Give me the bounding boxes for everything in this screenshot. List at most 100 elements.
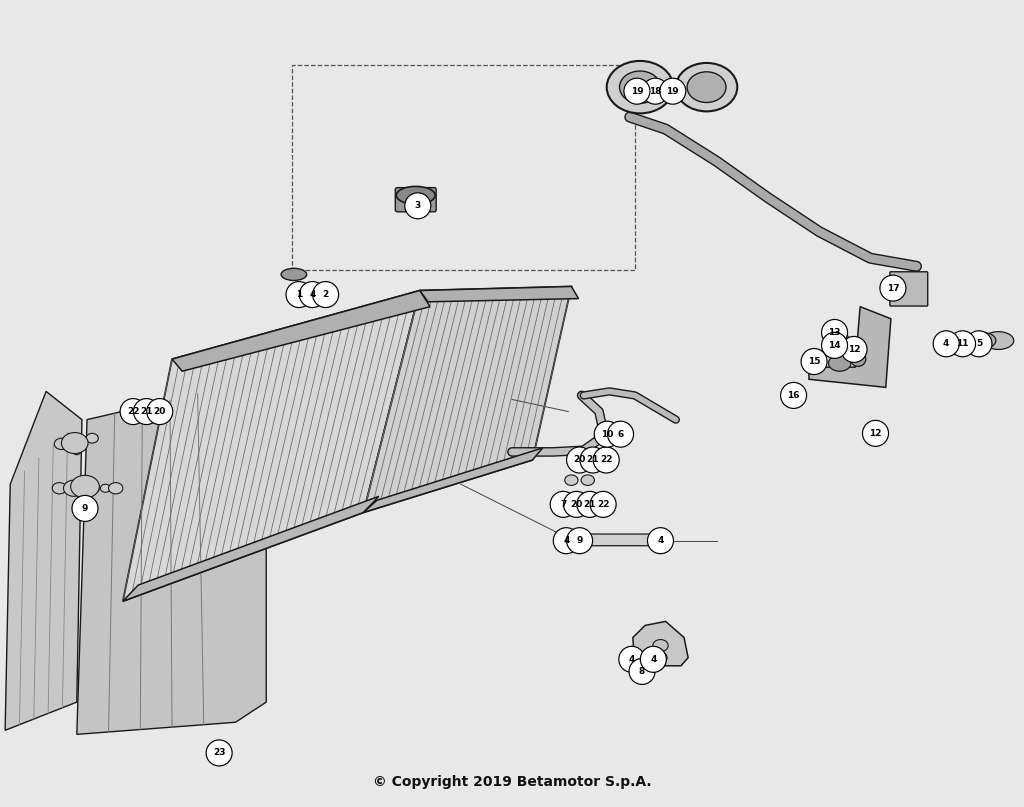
Circle shape	[933, 331, 959, 357]
Text: 16: 16	[787, 391, 800, 400]
Ellipse shape	[957, 333, 978, 348]
Text: 20: 20	[570, 500, 583, 509]
Ellipse shape	[61, 433, 88, 454]
Circle shape	[550, 491, 577, 517]
Circle shape	[286, 282, 312, 307]
Text: 10: 10	[601, 429, 613, 439]
Ellipse shape	[63, 480, 84, 496]
Ellipse shape	[653, 639, 668, 652]
Circle shape	[553, 528, 580, 554]
Circle shape	[72, 495, 98, 521]
Ellipse shape	[569, 498, 583, 508]
Circle shape	[618, 646, 645, 672]
Polygon shape	[123, 496, 379, 601]
Circle shape	[580, 447, 606, 473]
Ellipse shape	[676, 63, 737, 111]
Circle shape	[593, 447, 620, 473]
Ellipse shape	[85, 483, 99, 494]
Text: 7: 7	[560, 500, 566, 509]
Circle shape	[659, 78, 686, 104]
Ellipse shape	[565, 534, 578, 546]
Circle shape	[577, 491, 603, 517]
Text: 2: 2	[323, 290, 329, 299]
Circle shape	[120, 399, 146, 424]
Circle shape	[624, 78, 650, 104]
Circle shape	[133, 399, 160, 424]
Circle shape	[862, 420, 889, 446]
Text: 4: 4	[657, 536, 664, 546]
Ellipse shape	[652, 534, 665, 546]
Text: 22: 22	[600, 455, 612, 465]
Ellipse shape	[983, 332, 1014, 349]
Ellipse shape	[687, 72, 726, 102]
Text: 19: 19	[667, 86, 679, 96]
FancyBboxPatch shape	[890, 272, 928, 306]
Ellipse shape	[828, 355, 851, 371]
Circle shape	[640, 646, 667, 672]
Ellipse shape	[850, 352, 865, 366]
Text: 21: 21	[584, 500, 596, 509]
Text: 21: 21	[140, 407, 153, 416]
Text: 4: 4	[309, 290, 315, 299]
Text: 15: 15	[808, 357, 820, 366]
Text: 11: 11	[956, 339, 969, 349]
Ellipse shape	[281, 268, 307, 281]
Text: © Copyright 2019 Betamotor S.p.A.: © Copyright 2019 Betamotor S.p.A.	[373, 775, 651, 789]
Text: 21: 21	[587, 455, 599, 465]
Text: 23: 23	[213, 748, 225, 758]
Circle shape	[566, 447, 593, 473]
Text: 1: 1	[296, 290, 302, 299]
Ellipse shape	[396, 186, 435, 204]
Polygon shape	[420, 286, 579, 302]
Circle shape	[966, 331, 992, 357]
FancyBboxPatch shape	[395, 188, 436, 211]
Ellipse shape	[971, 332, 995, 349]
Circle shape	[312, 282, 339, 307]
Circle shape	[590, 491, 616, 517]
Polygon shape	[633, 621, 688, 666]
Ellipse shape	[565, 475, 578, 485]
Text: 20: 20	[154, 407, 166, 416]
Text: 8: 8	[639, 667, 645, 676]
Ellipse shape	[620, 71, 660, 103]
Ellipse shape	[621, 654, 636, 665]
Polygon shape	[123, 291, 420, 601]
Circle shape	[299, 282, 326, 307]
Circle shape	[594, 421, 621, 447]
FancyBboxPatch shape	[572, 534, 656, 546]
Circle shape	[629, 659, 655, 684]
Polygon shape	[172, 291, 430, 371]
Text: 13: 13	[828, 328, 841, 337]
Circle shape	[566, 528, 593, 554]
Circle shape	[949, 331, 976, 357]
Circle shape	[607, 421, 634, 447]
Ellipse shape	[86, 433, 98, 443]
Ellipse shape	[555, 499, 567, 510]
Circle shape	[780, 383, 807, 408]
Text: 12: 12	[848, 345, 860, 354]
Text: 6: 6	[617, 429, 624, 439]
Ellipse shape	[109, 483, 123, 494]
Text: 22: 22	[597, 500, 609, 509]
Text: 3: 3	[415, 201, 421, 211]
Ellipse shape	[652, 652, 668, 663]
Circle shape	[821, 320, 848, 345]
Text: 12: 12	[869, 429, 882, 438]
Circle shape	[841, 337, 867, 362]
Polygon shape	[364, 448, 543, 512]
Circle shape	[647, 528, 674, 554]
Circle shape	[563, 491, 590, 517]
Text: 22: 22	[127, 407, 139, 416]
Text: 4: 4	[629, 654, 635, 664]
Ellipse shape	[100, 484, 111, 492]
Ellipse shape	[52, 483, 67, 494]
Text: 4: 4	[650, 654, 656, 664]
Text: 9: 9	[82, 504, 88, 513]
Polygon shape	[809, 307, 891, 387]
Text: 14: 14	[828, 341, 841, 350]
Text: 5: 5	[976, 339, 982, 349]
Text: 20: 20	[573, 455, 586, 465]
Text: 19: 19	[631, 86, 643, 96]
Ellipse shape	[941, 334, 959, 347]
Text: 17: 17	[887, 283, 899, 293]
